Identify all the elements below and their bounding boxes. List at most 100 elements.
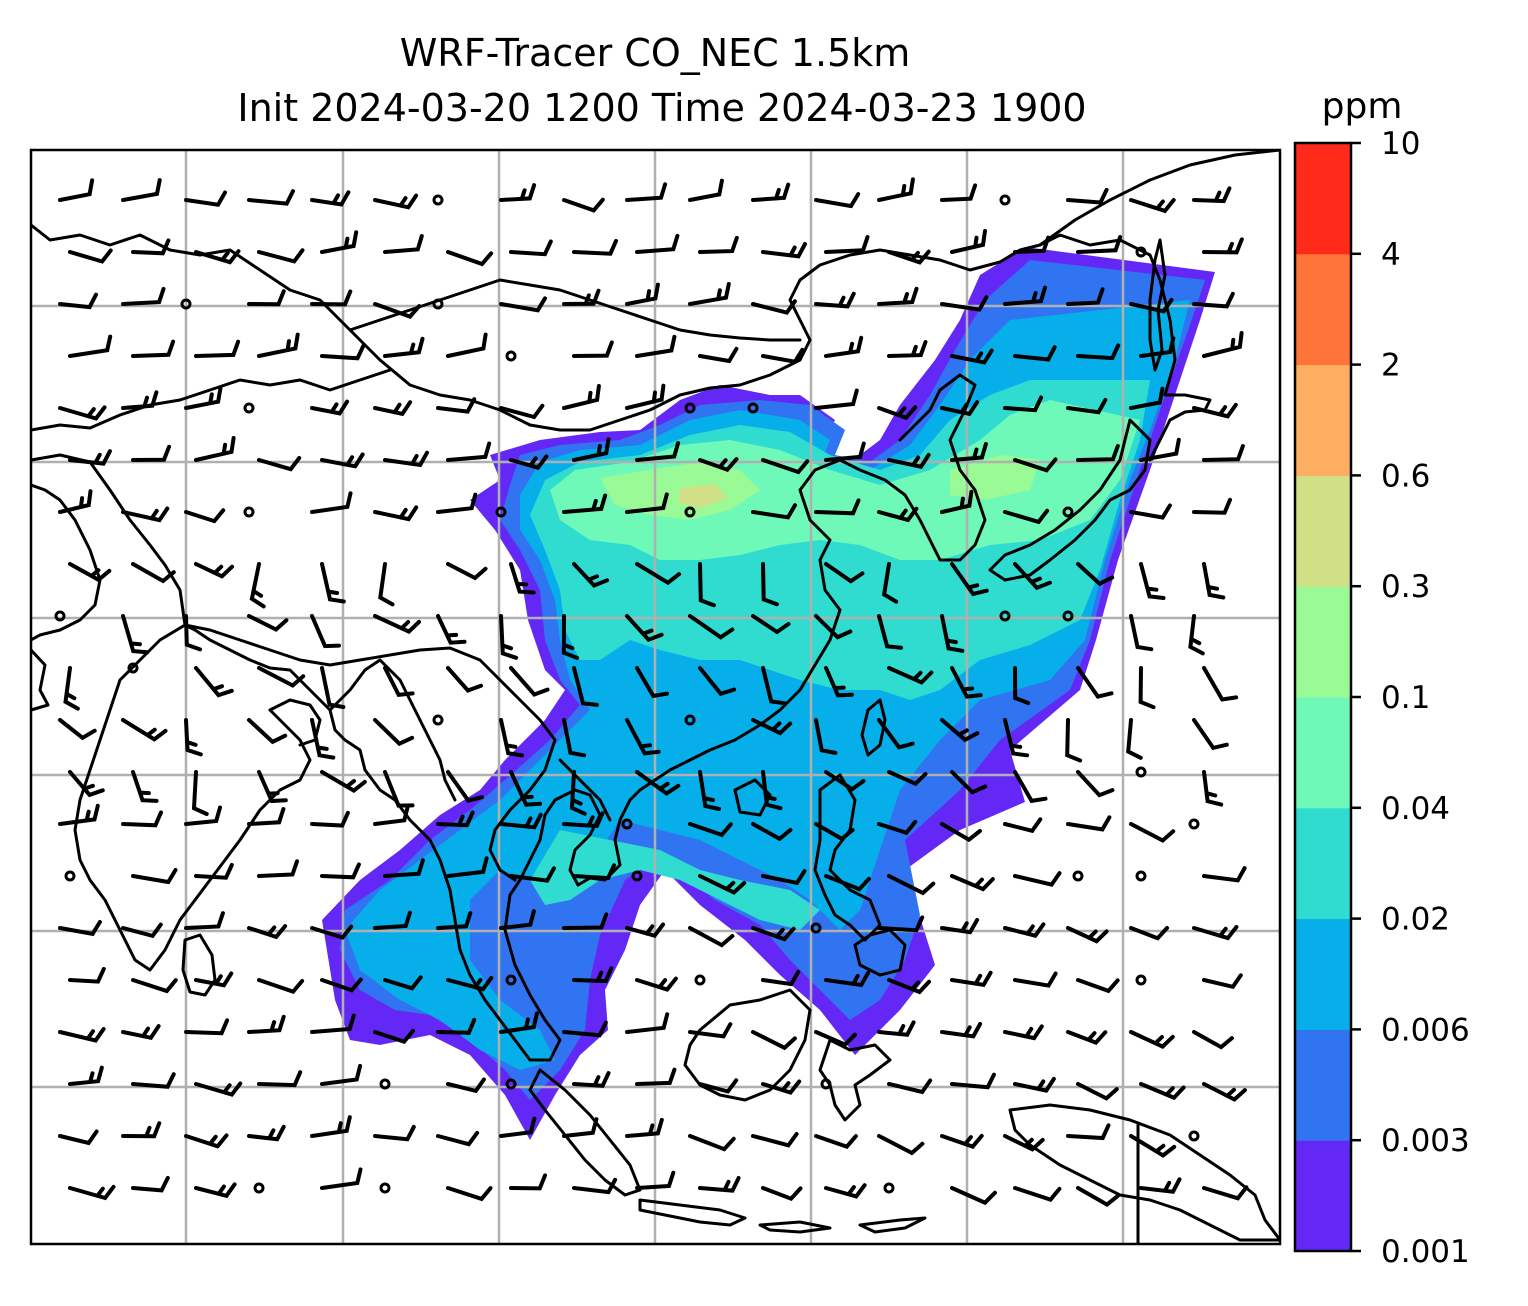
wind-barb (373, 718, 415, 747)
wind-barb (824, 1183, 867, 1199)
wind-barb (1192, 402, 1238, 419)
colorbar-tick-label: 4 (1381, 237, 1401, 273)
wind-barb (436, 397, 477, 414)
calm-wind-marker (505, 974, 517, 986)
wind-barb (499, 1011, 539, 1034)
shading-03-band (678, 484, 728, 508)
border-indochina (488, 678, 612, 882)
wind-barb (1076, 666, 1114, 699)
wind-barb (436, 1017, 477, 1035)
wind-barb (310, 1013, 356, 1034)
wind-barb (184, 190, 227, 207)
wind-barb (1129, 503, 1172, 520)
wind-barb (877, 1134, 925, 1156)
wind-barb (509, 454, 549, 471)
colorbar-segment (1295, 143, 1351, 255)
wind-barb (1188, 614, 1205, 656)
border-central-asia (31, 368, 392, 432)
calm-wind-marker (127, 662, 139, 674)
wind-barb (121, 178, 162, 202)
wind-barb (1202, 444, 1245, 462)
wind-barb (436, 810, 475, 828)
calm-wind-marker (631, 870, 643, 882)
calm-wind-marker (1135, 974, 1147, 986)
wind-barb (509, 770, 543, 807)
wind-barb (310, 491, 353, 514)
wind-barb (877, 405, 918, 421)
colorbar-tick-label: 0.1 (1381, 680, 1430, 716)
coastline-northeast-russia (1038, 150, 1280, 247)
coastline-lesser-sunda (758, 1216, 927, 1234)
wind-barb (940, 614, 965, 653)
wind-barb (625, 383, 666, 410)
wind-barb (310, 810, 350, 828)
wind-barb (1076, 343, 1121, 361)
wind-barb (751, 299, 797, 315)
wind-barb (1066, 926, 1109, 944)
wind-barb (1129, 614, 1154, 652)
calm-wind-marker (54, 610, 66, 622)
wind-barb (814, 192, 861, 209)
wind-barb (814, 498, 861, 516)
wind-barb (1003, 285, 1047, 306)
wind-barb (1066, 398, 1108, 415)
wind-barb (1013, 457, 1058, 473)
coastline-borneo (683, 988, 812, 1102)
wind-barb (58, 405, 107, 421)
wind-barb (121, 614, 150, 655)
wind-barb (383, 234, 424, 254)
wind-barb (824, 235, 870, 254)
wind-barb (635, 1170, 676, 1190)
wind-barb (751, 614, 791, 635)
colorbar-tick-label: 0.003 (1381, 1123, 1470, 1159)
wind-barb (1192, 718, 1229, 751)
wind-barb (950, 348, 994, 365)
figure-title-line-1: WRF-Tracer CO_NEC 1.5km (400, 31, 911, 75)
wind-barb (698, 1176, 741, 1193)
calm-wind-marker (1188, 1130, 1200, 1142)
wind-barb (373, 302, 422, 319)
wind-barb (373, 614, 421, 634)
wind-barb (887, 666, 934, 685)
wind-barb (1202, 666, 1239, 702)
coastline-java (638, 1198, 747, 1227)
wind-barb (751, 926, 796, 942)
coastline-sri-lanka (181, 933, 217, 997)
wind-barb (436, 1130, 480, 1147)
wind-barb (562, 493, 608, 514)
wind-barb (58, 489, 93, 514)
map-frame (29, 148, 1282, 1246)
wind-barb (499, 296, 547, 313)
colorbar-segment (1295, 918, 1351, 1030)
wind-barb (383, 666, 415, 698)
wind-barb (446, 666, 483, 693)
wind-barb (1003, 508, 1050, 525)
wind-barb (1066, 1030, 1108, 1045)
coastline-arabia (31, 648, 50, 712)
wind-barb (635, 666, 669, 699)
wind-barb (1013, 1186, 1062, 1203)
wind-barb (688, 926, 735, 948)
wind-barb (436, 614, 467, 645)
wind-barb (310, 924, 354, 940)
wind-barb (1003, 1024, 1044, 1041)
figure-title-line-2: Init 2024-03-20 1200 Time 2024-03-23 190… (237, 86, 1086, 130)
wind-barb (184, 508, 226, 524)
calm-wind-marker (999, 610, 1011, 622)
wind-barb (1202, 1082, 1247, 1102)
wind-barb (320, 230, 359, 254)
wind-barb (1076, 770, 1115, 798)
wind-barb (635, 334, 677, 358)
wind-barb (1003, 718, 1030, 758)
wind-barb (877, 614, 903, 650)
wind-barb (194, 339, 241, 358)
wind-barb (68, 1184, 116, 1201)
wind-barb (1129, 198, 1176, 214)
wind-barb (257, 332, 300, 358)
wind-barbs (54, 177, 1249, 1208)
wind-barb (887, 978, 931, 995)
wind-barb (569, 770, 587, 816)
wind-barb (310, 289, 353, 307)
calm-wind-marker (505, 350, 517, 362)
wind-barb (1192, 291, 1235, 309)
